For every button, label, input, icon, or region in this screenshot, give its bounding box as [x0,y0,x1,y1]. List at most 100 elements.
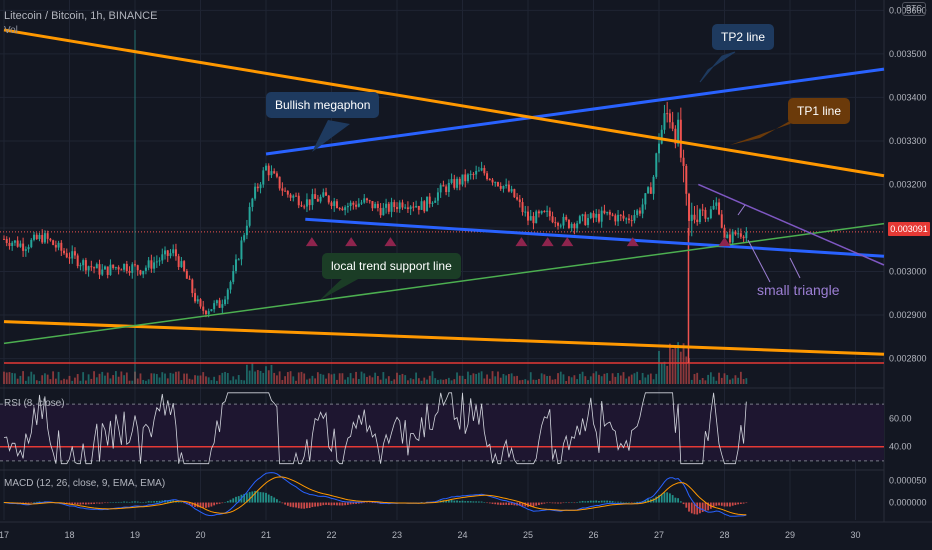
candle-body [491,179,494,183]
candle-body [52,240,55,245]
megaphon-lower-line [305,217,885,258]
macd-hist-bar [720,502,723,506]
candle-body [420,201,423,210]
macd-hist-bar [660,493,663,503]
candle-body [262,170,265,185]
time-tick-label: 27 [654,530,664,540]
volume-bar [349,373,352,384]
small-triangle-label[interactable]: small triangle [757,282,840,298]
macd-hist-bar [207,502,210,508]
candle-body [723,227,726,239]
volume-bar [308,378,311,384]
macd-hist-bar [221,502,224,504]
candle-body [529,216,532,221]
currency-badge[interactable]: BTC [902,2,926,16]
volume-bar [120,371,123,384]
candle-body [202,306,205,311]
candle-body [679,119,682,158]
volume-bar [371,377,374,384]
volume-bar [720,377,723,384]
candle-body [745,232,748,239]
macd-hist-bar [611,501,614,503]
volume-bar [538,378,540,384]
candle-body [707,218,710,220]
bounce-marker [561,237,574,247]
macd-hist-bar [483,501,486,503]
macd-hist-bar [286,502,289,506]
macd-hist-bar [155,500,158,503]
candle-body [521,202,524,213]
macd-hist-bar [349,502,352,505]
callout-support-line[interactable]: local trend support line [322,253,461,279]
candle-body [210,309,213,312]
candle-body [562,216,565,226]
volume-bar [426,379,428,384]
time-tick-label: 17 [0,530,9,540]
macd-hist-bar [447,500,450,503]
volume-bar [715,380,718,384]
candle-body [720,214,723,228]
candle-body [16,240,19,247]
volume-bar [368,375,371,384]
candle-body [633,215,636,221]
volume-bar [27,376,30,384]
candle-body [565,216,568,220]
volume-bar [60,380,63,384]
macd-hist-bar [262,492,265,503]
volume-bar [445,379,448,384]
time-tick-label: 23 [392,530,402,540]
candle-body [505,184,508,186]
callout-tp2-line[interactable]: TP2 line [712,24,775,50]
volume-bar [281,379,284,384]
macd-hist-bar [76,502,79,505]
candle-body [352,202,355,205]
price-tick-label: 0.002900 [889,310,927,320]
macd-hist-bar [671,495,674,503]
candle-body [248,206,251,226]
volume-bar [718,372,720,384]
volume-bar [679,351,682,384]
volume-bar [401,373,404,384]
macd-hist-bar [368,502,371,504]
candle-body [475,170,478,175]
volume-bar [292,376,295,384]
volume-bar [551,379,554,384]
candle-body [333,201,336,206]
candle-body [715,202,718,206]
macd-hist-bar [177,501,180,503]
macd-hist-bar [344,502,347,506]
candle-body [426,196,429,212]
volume-bar [431,371,434,384]
candle-body [660,129,663,144]
volume-bar [415,372,418,384]
bounce-marker [345,237,358,247]
macd-hist-bar [745,502,748,504]
price-tick-label: 0.003000 [889,267,927,277]
volume-bar [499,377,502,384]
candle-body [527,211,529,221]
volume-bar [696,372,699,384]
callout-pointer [320,276,360,300]
candle-body [237,259,240,261]
macd-hist-bar [273,497,276,503]
callout-bullish-megaphon[interactable]: Bullish megaphon [266,92,380,118]
macd-hist-bar [581,500,584,503]
candle-body [49,238,52,241]
macd-hist-bar [557,502,559,504]
lower-orange-line [3,320,885,356]
macd-hist-bar [218,502,221,504]
volume-bar [131,380,134,384]
macd-hist-bar [180,502,183,503]
candle-body [368,200,371,202]
candle-body [712,205,715,210]
callout-tp1-line[interactable]: TP1 line [788,98,851,124]
volume-bar [215,380,218,384]
candle-body [619,214,622,216]
volume-bar [303,373,306,384]
macd-hist-bar [461,500,464,503]
candle-body [396,207,398,209]
volume-bar [22,371,25,384]
macd-hist-bar [82,502,85,505]
candle-body [207,311,210,315]
